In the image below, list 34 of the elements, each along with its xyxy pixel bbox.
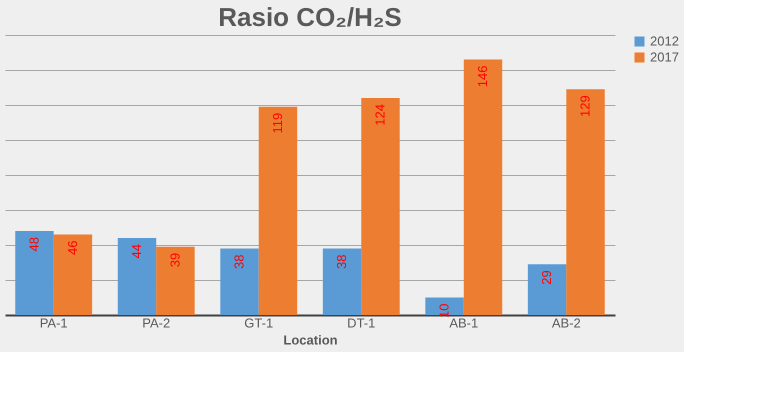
bar [15,231,54,315]
data-label: 48 [26,237,42,252]
data-label: 129 [578,95,593,117]
bar [322,248,362,315]
bar [220,248,259,315]
bar [258,106,298,315]
data-label: 39 [167,252,182,268]
legend-label: 2017 [650,50,679,64]
data-label: 38 [334,254,350,269]
data-label: 10 [436,304,452,318]
data-label: 29 [539,270,554,285]
bar [566,89,605,315]
bar [156,246,195,315]
data-label: 124 [372,104,388,126]
x-tick-label: PA-2 [142,316,170,330]
data-label: 46 [64,240,80,255]
data-label: 119 [270,112,285,134]
x-tick-label: GT-1 [244,316,274,330]
data-label: 38 [232,254,247,269]
legend-label: 2012 [650,34,679,48]
x-tick-label: AB-2 [552,316,581,330]
bar [118,238,156,315]
bar [464,60,502,315]
x-tick-label: AB-1 [449,316,478,330]
bar [361,98,400,315]
chart-title: Rasio CO₂/H₂S [218,2,402,32]
data-label: 146 [475,66,490,88]
data-label: 44 [128,244,144,258]
x-tick-label: PA-1 [40,316,68,330]
x-axis-title: Location [283,332,338,348]
bar [425,298,464,315]
x-tick-label: DT-1 [347,316,376,330]
bar [528,264,566,315]
bar [54,234,92,315]
